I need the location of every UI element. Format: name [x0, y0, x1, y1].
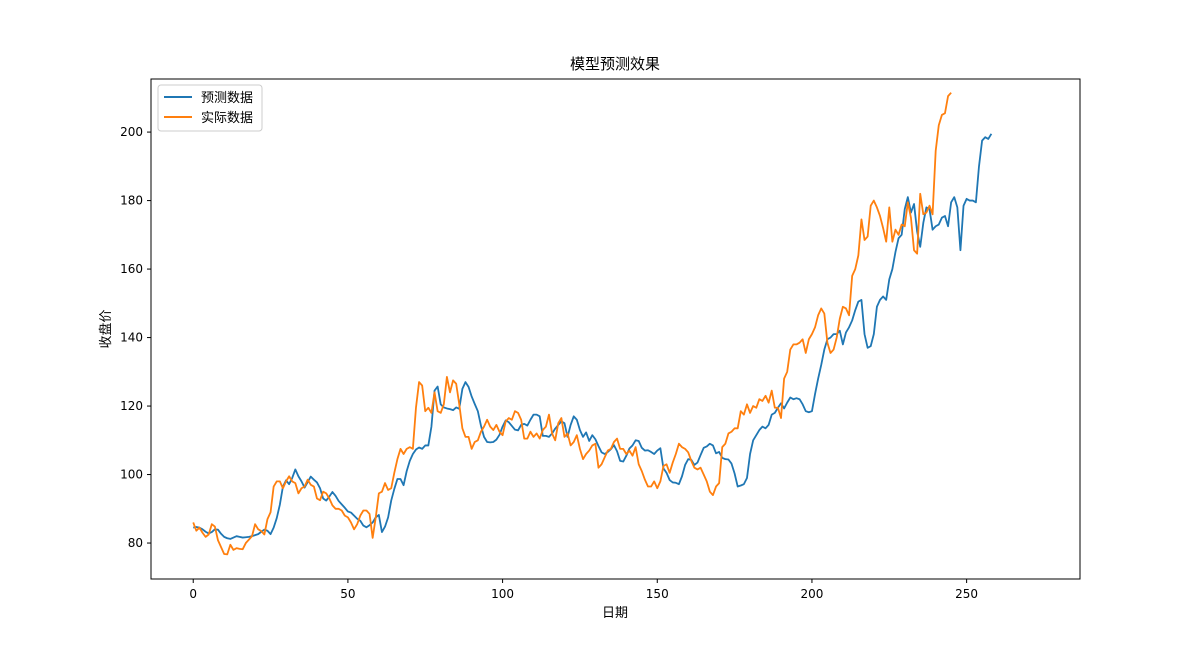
y-tick-label: 100 [120, 468, 143, 482]
y-tick-label: 200 [120, 125, 143, 139]
y-axis-label: 收盘价 [98, 309, 114, 348]
x-axis-label: 日期 [602, 606, 628, 621]
y-tick-label: 160 [120, 262, 143, 276]
y-axis-ticks: 80 100 120 140 160 180 200 [120, 125, 151, 550]
chart-title: 模型预测效果 [570, 55, 660, 73]
series-line-predicted [193, 133, 993, 540]
series-layer [192, 92, 993, 556]
y-tick-label: 80 [128, 536, 143, 550]
y-tick-label: 140 [120, 331, 143, 345]
y-tick-label: 180 [120, 194, 143, 208]
x-tick-label: 200 [800, 587, 823, 601]
x-tick-label: 250 [955, 587, 978, 601]
legend-label-actual: 实际数据 [201, 111, 253, 126]
legend: 预测数据 实际数据 [157, 84, 263, 132]
series-line-actual [192, 92, 952, 556]
x-tick-label: 0 [189, 587, 197, 601]
plot-area [150, 78, 1081, 580]
x-axis-ticks: 0 50 100 150 200 250 [189, 579, 978, 601]
y-tick-label: 120 [120, 399, 143, 413]
x-tick-label: 50 [340, 587, 355, 601]
legend-label-predicted: 预测数据 [201, 91, 253, 106]
x-tick-label: 100 [491, 587, 514, 601]
x-tick-label: 150 [646, 587, 669, 601]
